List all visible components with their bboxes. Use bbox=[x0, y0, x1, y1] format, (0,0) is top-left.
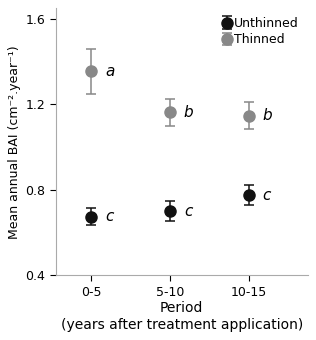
Text: a: a bbox=[105, 64, 115, 79]
Legend: Unthinned, Thinned: Unthinned, Thinned bbox=[222, 15, 301, 49]
Text: b: b bbox=[263, 108, 272, 123]
Text: c: c bbox=[105, 209, 113, 224]
Text: b: b bbox=[184, 105, 193, 120]
Y-axis label: Mean annual BAI (cm⁻².year⁻¹): Mean annual BAI (cm⁻².year⁻¹) bbox=[8, 45, 21, 239]
Text: c: c bbox=[263, 188, 271, 203]
X-axis label: Period
(years after treatment application): Period (years after treatment applicatio… bbox=[61, 302, 303, 332]
Text: c: c bbox=[184, 204, 192, 219]
